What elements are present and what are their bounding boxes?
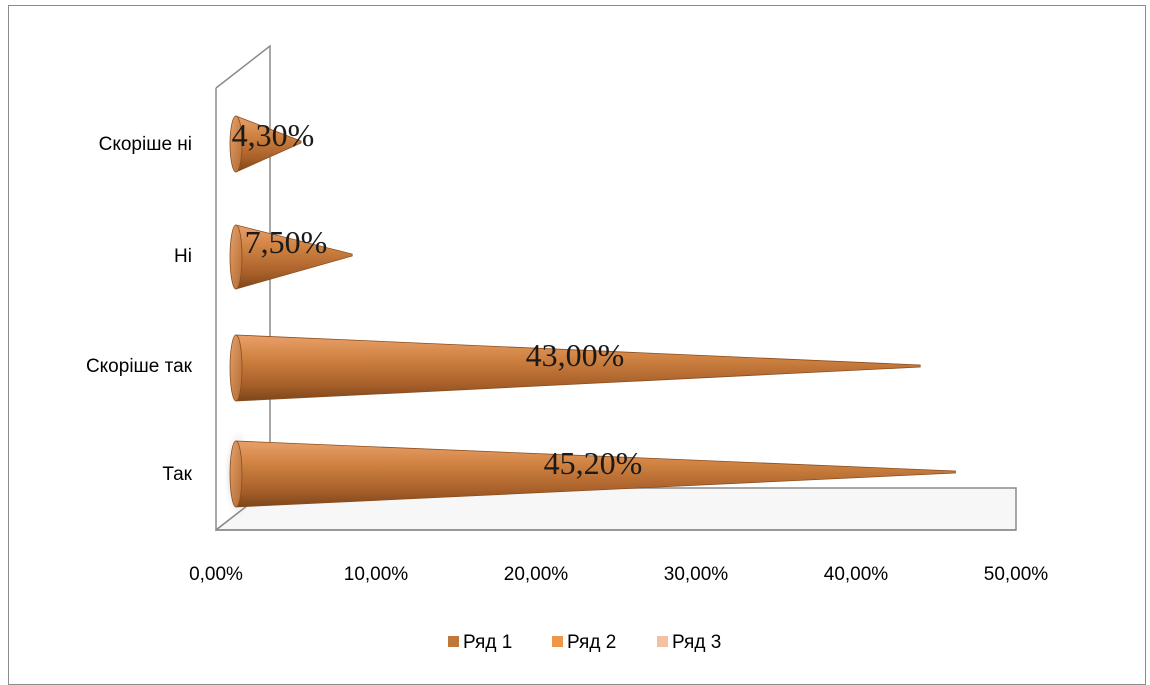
chart-frame bbox=[8, 5, 1146, 685]
value-axis-tick-labels: 0,00% 10,00% 20,00% 30,00% 40,00% 50,00% bbox=[189, 564, 1048, 585]
data-label: 43,00% bbox=[526, 337, 625, 373]
x-tick-label: 50,00% bbox=[984, 564, 1049, 585]
cone-base bbox=[229, 115, 243, 173]
legend: Ряд 1 Ряд 2 Ряд 3 bbox=[448, 632, 721, 653]
data-label: 7,50% bbox=[245, 224, 328, 260]
legend-label: Ряд 2 bbox=[567, 632, 616, 653]
category-label: Скоріше ні bbox=[99, 134, 192, 155]
legend-label: Ряд 1 bbox=[463, 632, 512, 653]
category-label: Скоріше так bbox=[86, 356, 193, 377]
cone-base bbox=[229, 224, 243, 290]
cone-base bbox=[229, 334, 243, 402]
category-label: Так bbox=[162, 464, 192, 485]
cone-bar bbox=[224, 429, 956, 519]
legend-swatch bbox=[552, 636, 563, 647]
category-label: Ні bbox=[174, 246, 192, 267]
data-labels: 45,20% 43,00% 7,50% 4,30% bbox=[232, 117, 643, 481]
x-tick-label: 0,00% bbox=[189, 564, 243, 585]
x-tick-label: 10,00% bbox=[344, 564, 409, 585]
legend-item: Ряд 1 bbox=[448, 632, 512, 653]
x-tick-label: 30,00% bbox=[664, 564, 729, 585]
x-tick-label: 40,00% bbox=[824, 564, 889, 585]
data-label: 45,20% bbox=[544, 445, 643, 481]
cone-series bbox=[224, 115, 956, 519]
data-label: 4,30% bbox=[232, 117, 315, 153]
legend-label: Ряд 3 bbox=[672, 632, 721, 653]
legend-item: Ряд 3 bbox=[657, 632, 721, 653]
cone-bar bbox=[229, 115, 302, 173]
legend-item: Ряд 2 bbox=[552, 632, 616, 653]
cone-bar bbox=[229, 334, 921, 402]
legend-swatch bbox=[448, 636, 459, 647]
category-axis-labels: Так Скоріше так Ні Скоріше ні bbox=[86, 134, 193, 485]
x-tick-label: 20,00% bbox=[504, 564, 569, 585]
legend-swatch bbox=[657, 636, 668, 647]
cone-base bbox=[229, 440, 243, 508]
cone-bar bbox=[229, 224, 353, 290]
